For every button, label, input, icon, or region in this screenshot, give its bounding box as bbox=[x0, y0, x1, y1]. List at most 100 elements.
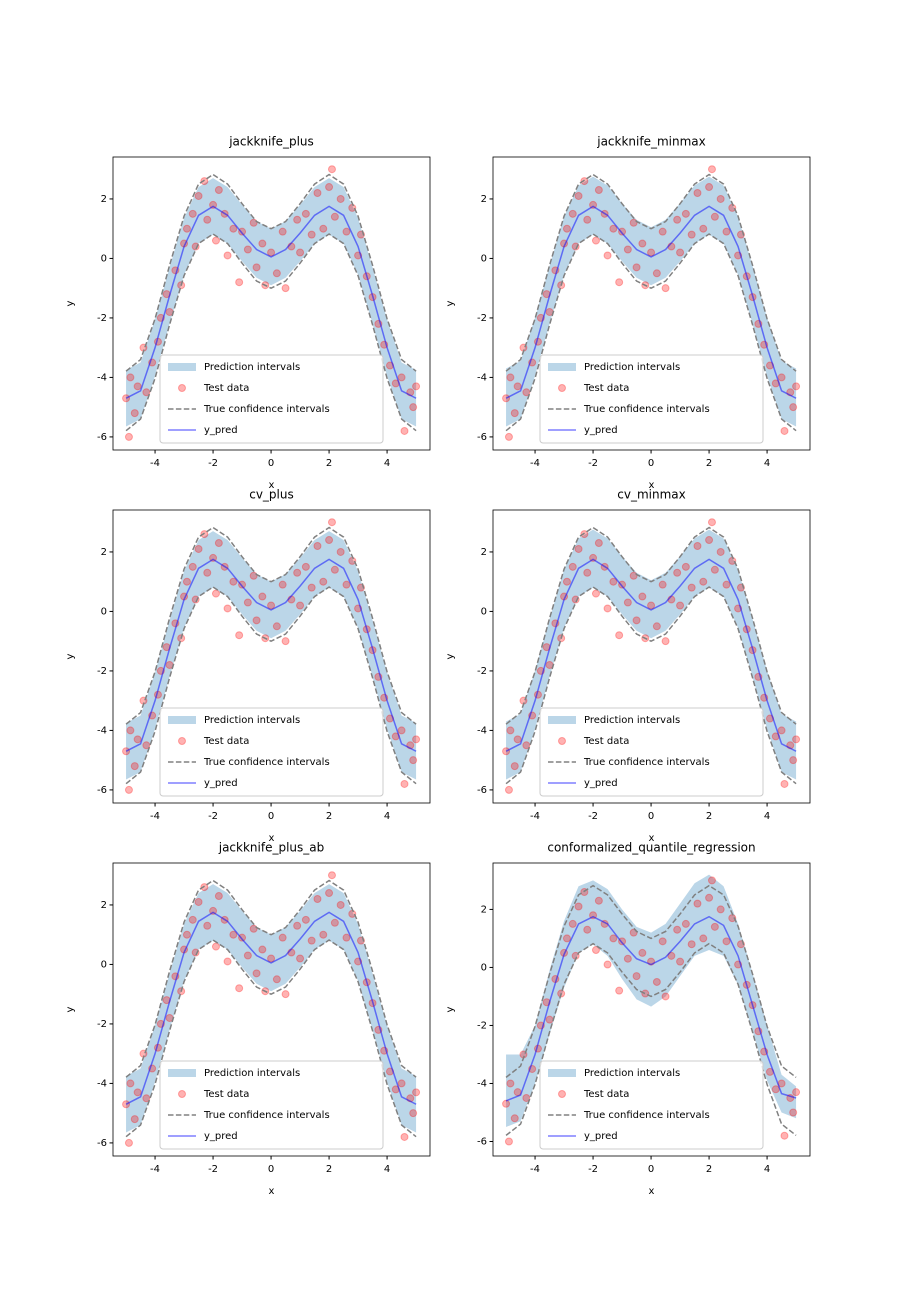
x-tick-label: -2 bbox=[208, 811, 218, 822]
test-point bbox=[615, 278, 624, 287]
test-point bbox=[211, 942, 220, 951]
y-tick-label: -2 bbox=[477, 666, 487, 677]
test-point bbox=[258, 945, 267, 954]
test-point bbox=[789, 403, 798, 412]
legend-swatch bbox=[178, 384, 186, 392]
test-point bbox=[513, 382, 522, 391]
test-point bbox=[638, 592, 647, 601]
legend-label: Test data bbox=[203, 1089, 249, 1100]
test-point bbox=[281, 990, 290, 999]
test-point bbox=[771, 1085, 780, 1094]
test-point bbox=[409, 756, 418, 765]
x-tick-label: 0 bbox=[648, 1164, 654, 1175]
test-point bbox=[124, 785, 133, 794]
test-point bbox=[574, 544, 583, 553]
test-point bbox=[591, 589, 600, 598]
plot-area bbox=[502, 165, 801, 441]
test-point bbox=[693, 899, 702, 908]
test-point bbox=[792, 735, 801, 744]
x-tick-label: 2 bbox=[706, 811, 712, 822]
test-point bbox=[130, 409, 139, 418]
test-point bbox=[194, 191, 203, 200]
confidence-line bbox=[125, 233, 417, 432]
legend-swatch bbox=[558, 384, 566, 392]
test-point bbox=[658, 580, 667, 589]
x-tick-label: 4 bbox=[384, 1164, 390, 1175]
y-tick-label: -4 bbox=[477, 725, 487, 736]
y-tick-label: 2 bbox=[101, 194, 107, 205]
test-point bbox=[687, 230, 696, 239]
prediction-band bbox=[506, 874, 797, 1127]
confidence-line bbox=[125, 526, 417, 725]
title: jackknife_plus_ab bbox=[218, 841, 325, 855]
legend-label: True confidence intervals bbox=[203, 757, 330, 768]
test-point bbox=[710, 922, 719, 931]
title: jackknife_minmax bbox=[596, 135, 706, 149]
test-point bbox=[522, 1093, 531, 1102]
confidence-line bbox=[505, 942, 797, 1136]
y-tick-label: 2 bbox=[481, 547, 487, 558]
legend-label: True confidence intervals bbox=[583, 404, 710, 415]
test-point bbox=[676, 957, 685, 966]
test-point bbox=[223, 957, 232, 966]
test-point bbox=[707, 518, 716, 527]
test-point bbox=[522, 388, 531, 397]
test-point bbox=[293, 921, 302, 930]
test-point bbox=[412, 382, 421, 391]
legend-swatch bbox=[168, 1069, 196, 1077]
test-point bbox=[574, 191, 583, 200]
x-tick-label: 4 bbox=[384, 458, 390, 469]
test-point bbox=[182, 577, 191, 586]
test-point bbox=[661, 284, 670, 293]
test-point bbox=[594, 539, 603, 548]
test-point bbox=[301, 562, 310, 571]
test-point bbox=[594, 896, 603, 905]
x-label: x bbox=[269, 480, 275, 491]
x-tick-label: 2 bbox=[326, 811, 332, 822]
test-point bbox=[203, 568, 212, 577]
title: cv_plus bbox=[249, 488, 294, 502]
test-point bbox=[126, 1079, 135, 1088]
legend-swatch bbox=[548, 716, 576, 724]
x-tick-label: 0 bbox=[268, 458, 274, 469]
plot-area bbox=[502, 874, 801, 1146]
subplot: -4 -2 0 2 4 -6 -4 -2 0 2 jackknife_plus_abx y Predic… bbox=[65, 841, 431, 1197]
test-point bbox=[325, 889, 334, 898]
test-point bbox=[342, 933, 351, 942]
test-point bbox=[658, 937, 667, 946]
plot-area bbox=[122, 518, 421, 794]
test-point bbox=[632, 616, 641, 625]
test-point bbox=[687, 583, 696, 592]
test-point bbox=[603, 251, 612, 260]
x-tick-label: 4 bbox=[764, 1164, 770, 1175]
legend-frame bbox=[159, 1060, 384, 1150]
prediction-line bbox=[505, 558, 797, 752]
test-point bbox=[722, 580, 731, 589]
test-point bbox=[707, 165, 716, 174]
test-point bbox=[673, 568, 682, 577]
test-point bbox=[301, 209, 310, 218]
test-point bbox=[722, 937, 731, 946]
test-point bbox=[780, 1131, 789, 1140]
y-label: y bbox=[445, 653, 456, 659]
y-tick-label: 0 bbox=[101, 253, 107, 264]
legend-frame bbox=[539, 354, 764, 444]
test-point bbox=[661, 992, 670, 1001]
y-tick-label: 0 bbox=[101, 959, 107, 970]
y-tick-label: 0 bbox=[481, 253, 487, 264]
y-tick-label: -4 bbox=[97, 372, 107, 383]
legend: Prediction intervals Test data True confid… bbox=[159, 707, 384, 797]
test-point bbox=[336, 547, 345, 556]
test-point bbox=[336, 194, 345, 203]
legend-frame bbox=[159, 354, 384, 444]
test-point bbox=[258, 592, 267, 601]
legend-frame bbox=[539, 1060, 764, 1150]
test-point bbox=[591, 946, 600, 955]
test-point bbox=[223, 251, 232, 260]
legend-label: Prediction intervals bbox=[204, 1068, 300, 1079]
legend-swatch bbox=[178, 1090, 186, 1098]
test-point bbox=[293, 215, 302, 224]
x-tick-label: 0 bbox=[268, 1164, 274, 1175]
